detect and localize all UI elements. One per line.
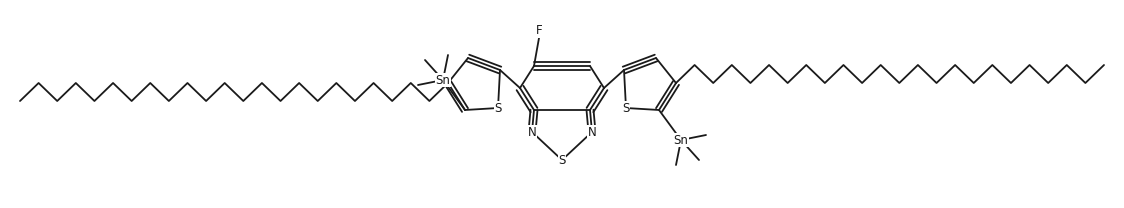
Text: N: N: [588, 125, 597, 139]
Text: S: S: [559, 154, 565, 166]
Text: Sn: Sn: [436, 73, 451, 87]
Text: F: F: [536, 25, 542, 37]
Text: Sn: Sn: [673, 134, 688, 146]
Text: N: N: [527, 125, 536, 139]
Text: S: S: [495, 102, 501, 114]
Text: S: S: [623, 102, 629, 114]
